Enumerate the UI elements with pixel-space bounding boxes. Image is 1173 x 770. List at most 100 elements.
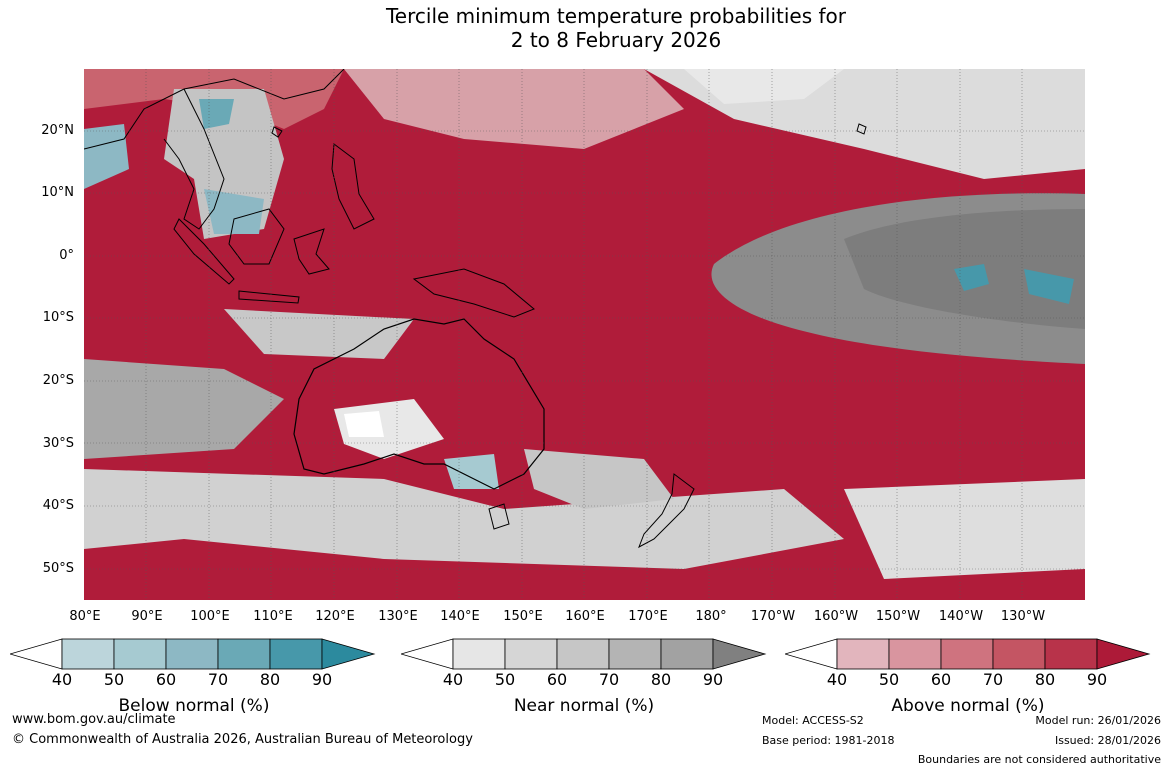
colorbar-tick-label: 60 bbox=[930, 670, 952, 689]
lat-label: 50°S bbox=[42, 561, 74, 576]
colorbar-extend-low bbox=[785, 638, 838, 670]
indochina-coastline bbox=[163, 88, 225, 230]
colorbar-tick-label: 40 bbox=[442, 670, 464, 689]
colorbar-below-normal bbox=[10, 638, 376, 670]
colorbar-tick-label: 50 bbox=[494, 670, 516, 689]
footer-issued: Issued: 28/01/2026 bbox=[1054, 734, 1161, 747]
colorbar-segment bbox=[269, 638, 323, 670]
new-guinea-coastline bbox=[412, 268, 535, 318]
borneo-coastline bbox=[228, 208, 285, 265]
colorbar-tick-label: 50 bbox=[878, 670, 900, 689]
region-below-victoria bbox=[444, 454, 499, 489]
lat-label: 40°S bbox=[42, 498, 74, 513]
colorbar-segment bbox=[940, 638, 994, 670]
lon-label: 140°W bbox=[938, 609, 984, 624]
lon-label: 160°W bbox=[813, 609, 859, 624]
taiwan-coastline bbox=[271, 126, 283, 138]
footer-base-period: Base period: 1981-2018 bbox=[762, 734, 895, 747]
colorbar-title-near: Near normal (%) bbox=[513, 696, 655, 716]
colorbar-segment bbox=[113, 638, 167, 670]
region-below-pacific-2 bbox=[1024, 269, 1074, 304]
region-near-south-pacific bbox=[844, 479, 1085, 579]
region-near-timor bbox=[224, 309, 414, 359]
colorbar-extend-high bbox=[321, 638, 376, 670]
title-line-2: 2 to 8 February 2026 bbox=[510, 28, 722, 52]
colorbar-segment bbox=[61, 638, 115, 670]
lon-label: 90°E bbox=[131, 609, 163, 624]
footer-model: Model: ACCESS-S2 bbox=[762, 714, 864, 727]
colorbar-tick-label: 80 bbox=[259, 670, 281, 689]
colorbar-segment bbox=[165, 638, 219, 670]
lon-label: 150°E bbox=[503, 609, 543, 624]
colorbar-title-above: Above normal (%) bbox=[891, 696, 1045, 716]
colorbar-extend-high bbox=[712, 638, 767, 670]
colorbar-tick-label: 60 bbox=[155, 670, 177, 689]
footer-website: www.bom.gov.au/climate bbox=[12, 712, 176, 727]
colorbar-tick-label: 60 bbox=[546, 670, 568, 689]
lat-label: 30°S bbox=[42, 436, 74, 451]
region-below-borneo bbox=[204, 189, 264, 234]
colorbar-segment bbox=[888, 638, 942, 670]
tasmania-coastline bbox=[488, 503, 510, 530]
probability-map bbox=[84, 69, 1085, 600]
colorbar-tick-label: 80 bbox=[1034, 670, 1056, 689]
lat-label: 10°N bbox=[41, 185, 74, 200]
region-near-southern-ocean bbox=[84, 469, 844, 569]
title-line-1: Tercile minimum temperature probabilitie… bbox=[385, 4, 847, 28]
colorbar-segment bbox=[217, 638, 271, 670]
colorbar-segment bbox=[556, 638, 610, 670]
region-near-tasman bbox=[524, 449, 674, 509]
footer-model-run: Model run: 26/01/2026 bbox=[1035, 714, 1161, 727]
lat-label: 20°N bbox=[41, 123, 74, 138]
colorbar-segment bbox=[1044, 638, 1098, 670]
colorbar-tick-label: 50 bbox=[103, 670, 125, 689]
colorbar-tick-label: 90 bbox=[311, 670, 333, 689]
sulawesi-coastline bbox=[293, 228, 330, 275]
colorbar-tick-label: 70 bbox=[207, 670, 229, 689]
colorbar-segment bbox=[504, 638, 558, 670]
footer-copyright: © Commonwealth of Australia 2026, Austra… bbox=[12, 732, 473, 747]
footer-disclaimer: Boundaries are not considered authoritat… bbox=[917, 753, 1161, 766]
sumatra-coastline bbox=[173, 218, 235, 285]
lon-label: 150°W bbox=[875, 609, 921, 624]
lon-label: 140°E bbox=[440, 609, 480, 624]
lat-label: 10°S bbox=[42, 310, 74, 325]
map-title: Tercile minimum temperature probabilitie… bbox=[0, 4, 1173, 52]
new-zealand-coastline bbox=[638, 473, 695, 549]
region-above-40-north bbox=[344, 69, 684, 149]
colorbar-tick-label: 40 bbox=[826, 670, 848, 689]
region-white-australia bbox=[344, 411, 384, 437]
lat-label: 20°S bbox=[42, 373, 74, 388]
colorbar-tick-label: 70 bbox=[982, 670, 1004, 689]
lon-label: 160°E bbox=[565, 609, 605, 624]
colorbar-tick-label: 80 bbox=[650, 670, 672, 689]
colorbar-extend-low bbox=[401, 638, 454, 670]
lon-label: 180° bbox=[695, 609, 727, 624]
lon-label: 100°E bbox=[190, 609, 230, 624]
colorbar-tick-label: 40 bbox=[51, 670, 73, 689]
philippines-coastline bbox=[331, 143, 375, 230]
graticule bbox=[84, 69, 1085, 600]
lon-label: 130°E bbox=[378, 609, 418, 624]
colorbar-near-normal bbox=[401, 638, 767, 670]
colorbar-extend-low bbox=[10, 638, 63, 670]
colorbar-title-below: Below normal (%) bbox=[118, 696, 270, 716]
lon-label: 130°W bbox=[1000, 609, 1046, 624]
colorbar-tick-label: 70 bbox=[598, 670, 620, 689]
hawaii-coastline bbox=[856, 123, 867, 135]
lon-label: 110°E bbox=[253, 609, 293, 624]
lon-label: 120°E bbox=[315, 609, 355, 624]
region-below-pacific-1 bbox=[954, 264, 989, 291]
colorbar-extend-high bbox=[1096, 638, 1151, 670]
colorbar-segment bbox=[660, 638, 714, 670]
lon-label: 170°W bbox=[750, 609, 796, 624]
region-below-china bbox=[199, 99, 234, 129]
colorbar-segment bbox=[836, 638, 890, 670]
lat-label: 0° bbox=[59, 248, 74, 263]
region-near-light-north bbox=[684, 69, 844, 104]
java-coastline bbox=[238, 290, 300, 304]
lon-label: 170°E bbox=[628, 609, 668, 624]
region-above-southern bbox=[84, 549, 534, 600]
region-near-indian bbox=[84, 359, 284, 459]
colorbar-tick-label: 90 bbox=[702, 670, 724, 689]
